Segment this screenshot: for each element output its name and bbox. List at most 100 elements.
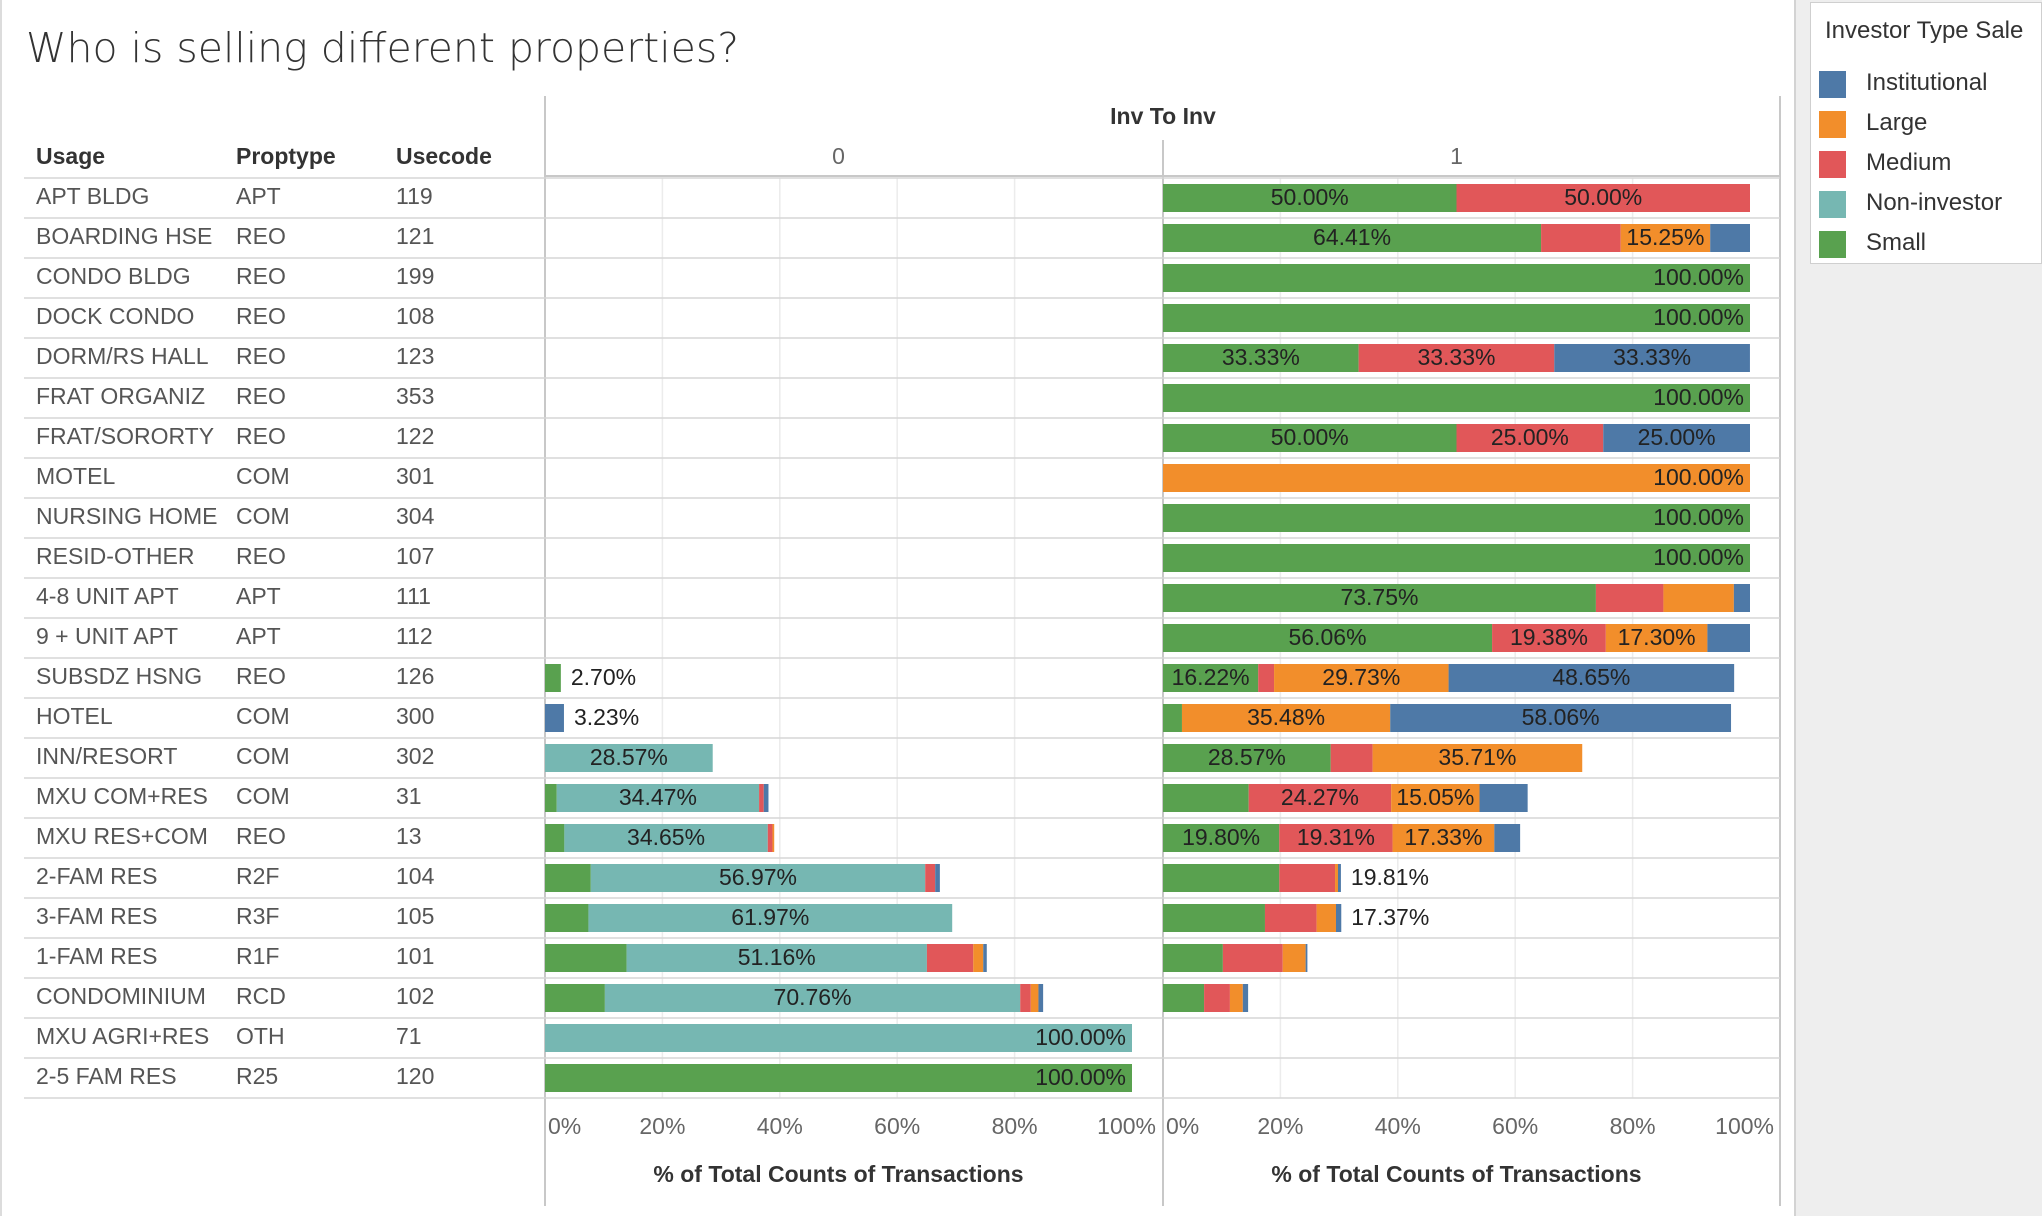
bar-segment-medium: [1595, 584, 1664, 612]
data-label: 100.00%: [1653, 504, 1744, 530]
bar-segment-large: [1391, 784, 1480, 812]
bar-segment-large: [1316, 904, 1336, 932]
data-label: 70.76%: [774, 984, 852, 1010]
data-label: 19.31%: [1297, 824, 1375, 850]
row-header: Usecode: [396, 143, 492, 169]
row-label-usecode: 119: [396, 183, 433, 209]
data-label: 2.70%: [571, 664, 636, 690]
row-label-usage: MXU RES+COM: [36, 823, 208, 849]
row-label-usecode: 123: [396, 343, 434, 369]
row-label-proptype: R25: [236, 1063, 278, 1089]
row-label-usage: NURSING HOME: [36, 503, 217, 529]
x-tick-label: 40%: [1375, 1113, 1421, 1139]
row-label-proptype: REO: [236, 223, 286, 249]
legend-label: Small: [1866, 229, 1927, 256]
row-label-usage: MXU COM+RES: [36, 783, 208, 809]
x-axis-title: % of Total Counts of Transactions: [653, 1161, 1023, 1187]
x-tick-label: 80%: [1610, 1113, 1656, 1139]
data-label: 16.22%: [1172, 664, 1250, 690]
row-label-usecode: 199: [396, 263, 434, 289]
data-label: 33.33%: [1613, 344, 1691, 370]
bar-segment-non-investor: [556, 784, 760, 812]
legend-swatch: [1819, 151, 1846, 178]
bar-segment-institutional: [1733, 584, 1750, 612]
bar-segment-institutional: [1305, 944, 1308, 972]
panel-header: 1: [1450, 143, 1463, 169]
data-label: 56.97%: [719, 864, 797, 890]
bar-segment-medium: [759, 784, 764, 812]
data-label: 19.80%: [1182, 824, 1260, 850]
bar-segment-non-investor: [545, 1024, 1132, 1052]
bar-segment-medium: [1279, 824, 1393, 852]
bar-segment-institutional: [1479, 784, 1528, 812]
row-label-usage: MXU AGRI+RES: [36, 1023, 209, 1049]
x-tick-label: 100%: [1715, 1113, 1774, 1139]
row-label-usage: FRAT ORGANIZ: [36, 383, 205, 409]
panel-header: 0: [832, 143, 845, 169]
bar-segment-medium: [1020, 984, 1031, 1012]
bar-segment-medium: [1541, 224, 1621, 252]
bar-segment-large: [1335, 864, 1338, 892]
data-label: 17.33%: [1404, 824, 1482, 850]
row-label-usage: MOTEL: [36, 463, 115, 489]
bar-segment-medium: [1222, 944, 1283, 972]
row-header: Proptype: [236, 143, 336, 169]
bar-segment-institutional: [935, 864, 940, 892]
bar-segment-small: [545, 904, 589, 932]
bar-segment-large: [1030, 984, 1039, 1012]
bar-segment-large: [1392, 824, 1495, 852]
data-label: 73.75%: [1340, 584, 1418, 610]
bar-segment-non-investor: [588, 904, 953, 932]
x-tick-label: 0%: [548, 1113, 581, 1139]
row-label-proptype: OTH: [236, 1023, 285, 1049]
row-label-proptype: REO: [236, 823, 286, 849]
data-label: 15.25%: [1626, 224, 1704, 250]
row-label-usage: 1-FAM RES: [36, 943, 157, 969]
row-label-proptype: RCD: [236, 983, 286, 1009]
stacked-bar-chart[interactable]: Inv To Inv 0 1 Usage Proptype Usecode APT BLDG…: [2, 0, 1798, 1216]
row-label-usage: RESID-OTHER: [36, 543, 194, 569]
bar-segment-non-investor: [626, 944, 927, 972]
row-label-usecode: 105: [396, 903, 434, 929]
bar-segment-small: [1163, 744, 1331, 772]
x-axis-title: % of Total Counts of Transactions: [1271, 1161, 1641, 1187]
bar-segment-large: [1274, 664, 1449, 692]
row-label-usecode: 121: [396, 223, 434, 249]
bar-segment-small: [1163, 344, 1359, 372]
bar-segment-small: [1163, 944, 1223, 972]
bar-segment-medium: [1279, 864, 1336, 892]
data-label: 29.73%: [1322, 664, 1400, 690]
bar-segment-small: [1163, 984, 1205, 1012]
row-label-usecode: 120: [396, 1063, 434, 1089]
x-tick-label: 20%: [639, 1113, 685, 1139]
row-label-usage: 3-FAM RES: [36, 903, 157, 929]
data-label: 28.57%: [1208, 744, 1286, 770]
data-label: 64.41%: [1313, 224, 1391, 250]
bar-segment-large: [1620, 224, 1711, 252]
data-label: 33.33%: [1222, 344, 1300, 370]
legend-title: Investor Type Sale: [1825, 17, 2024, 44]
row-label-proptype: REO: [236, 543, 286, 569]
data-label: 17.30%: [1618, 624, 1696, 650]
bar-segment-small: [545, 864, 591, 892]
x-tick-label: 80%: [992, 1113, 1038, 1139]
row-label-usage: SUBSDZ HSNG: [36, 663, 202, 689]
data-label: 100.00%: [1653, 264, 1744, 290]
bar-segment-small: [1163, 704, 1182, 732]
data-label: 51.16%: [738, 944, 816, 970]
data-label: 17.37%: [1351, 904, 1429, 930]
row-label-usage: 2-FAM RES: [36, 863, 157, 889]
data-label: 35.71%: [1438, 744, 1516, 770]
bar-segment-small: [1163, 504, 1750, 532]
bar-segment-medium: [1204, 984, 1230, 1012]
bar-segment-large: [973, 944, 984, 972]
legend-label: Institutional: [1866, 69, 1988, 96]
bar-segment-large: [1605, 624, 1708, 652]
row-label-usecode: 112: [396, 623, 433, 649]
legend[interactable]: Investor Type Sale Institutional Large Med…: [1810, 2, 2042, 264]
data-label: 56.06%: [1289, 624, 1367, 650]
row-header: Usage: [36, 143, 105, 169]
row-label-usage: APT BLDG: [36, 183, 149, 209]
legend-label: Medium: [1866, 149, 1952, 176]
bar-segment-small: [545, 984, 605, 1012]
